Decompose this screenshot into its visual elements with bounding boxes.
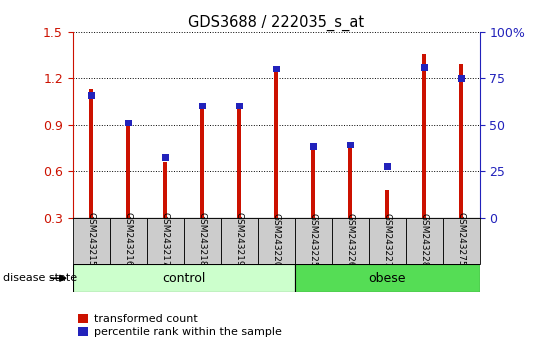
Bar: [200, 106, 204, 218]
Bar: [237, 106, 241, 218]
Bar: [125, 120, 132, 126]
Bar: [89, 89, 93, 218]
Bar: [162, 154, 169, 161]
Text: GSM243228: GSM243228: [420, 212, 429, 267]
Bar: [73, 264, 295, 292]
Bar: [88, 92, 95, 99]
Text: GSM243225: GSM243225: [309, 212, 317, 267]
Text: GSM243220: GSM243220: [272, 212, 281, 267]
Bar: [163, 162, 168, 218]
Bar: [273, 66, 280, 72]
Text: GSM243217: GSM243217: [161, 212, 170, 267]
Text: GSM243226: GSM243226: [345, 212, 355, 267]
Bar: [459, 64, 464, 218]
Bar: [147, 218, 184, 264]
Bar: [236, 103, 243, 109]
Bar: [422, 53, 426, 218]
Text: GSM243215: GSM243215: [87, 212, 96, 267]
Text: GSM243216: GSM243216: [124, 212, 133, 267]
Bar: [310, 143, 317, 150]
Bar: [184, 218, 221, 264]
Bar: [331, 218, 369, 264]
Bar: [347, 142, 354, 148]
Text: GSM243219: GSM243219: [235, 212, 244, 267]
Text: GSM243275: GSM243275: [457, 212, 466, 267]
Bar: [384, 163, 391, 170]
Text: GSM243218: GSM243218: [198, 212, 207, 267]
Bar: [443, 218, 480, 264]
Bar: [348, 148, 353, 218]
Bar: [221, 218, 258, 264]
Text: control: control: [162, 272, 205, 285]
Text: GSM243227: GSM243227: [383, 212, 392, 267]
Text: disease state: disease state: [3, 273, 77, 283]
Text: obese: obese: [369, 272, 406, 285]
Bar: [369, 218, 406, 264]
Bar: [274, 70, 279, 218]
Bar: [406, 218, 443, 264]
Bar: [199, 103, 206, 109]
Bar: [385, 190, 390, 218]
Title: GDS3688 / 222035_s_at: GDS3688 / 222035_s_at: [188, 14, 364, 30]
Bar: [295, 264, 480, 292]
Legend: transformed count, percentile rank within the sample: transformed count, percentile rank withi…: [78, 314, 282, 337]
Bar: [295, 218, 331, 264]
Bar: [126, 120, 130, 218]
Bar: [110, 218, 147, 264]
Bar: [258, 218, 295, 264]
Bar: [73, 218, 110, 264]
Bar: [458, 75, 465, 81]
Bar: [311, 148, 315, 218]
Bar: [420, 64, 428, 71]
